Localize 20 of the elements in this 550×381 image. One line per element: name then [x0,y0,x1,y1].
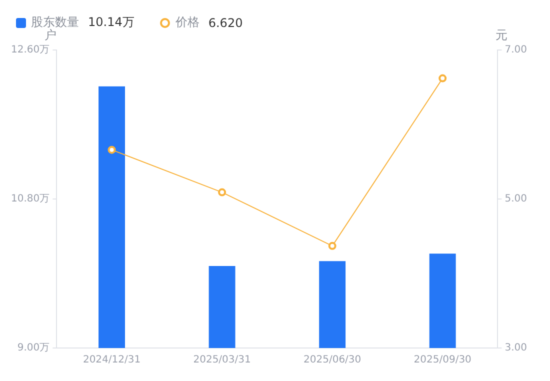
y-tick-label: 9.00万 [17,342,50,354]
y2-tick-label: 5.00 [504,194,527,205]
legend-label: 价格 [175,14,200,31]
x-tick-label: 2025/03/31 [193,354,251,366]
point [108,146,116,154]
legend-label: 股东数量 [31,14,79,29]
point [438,74,447,82]
text: 6.620 [208,16,243,30]
y-tick-label: 10.80万 [10,194,50,205]
text: 10.14万 [88,14,134,31]
y-tick-label: 12.60万 [10,44,50,56]
y-axis-title: 户 [44,28,57,42]
x-tick-label: 2025/06/30 [304,354,362,366]
y2-tick-label: 3.00 [504,342,527,354]
point [328,242,336,250]
y2-tick-label: 7.00 [504,44,527,56]
y2-axis-title: 元 [496,28,508,42]
x-tick-label: 2025/09/30 [414,354,472,366]
point [218,188,226,196]
x-tick-label: 2024/12/31 [82,354,141,366]
